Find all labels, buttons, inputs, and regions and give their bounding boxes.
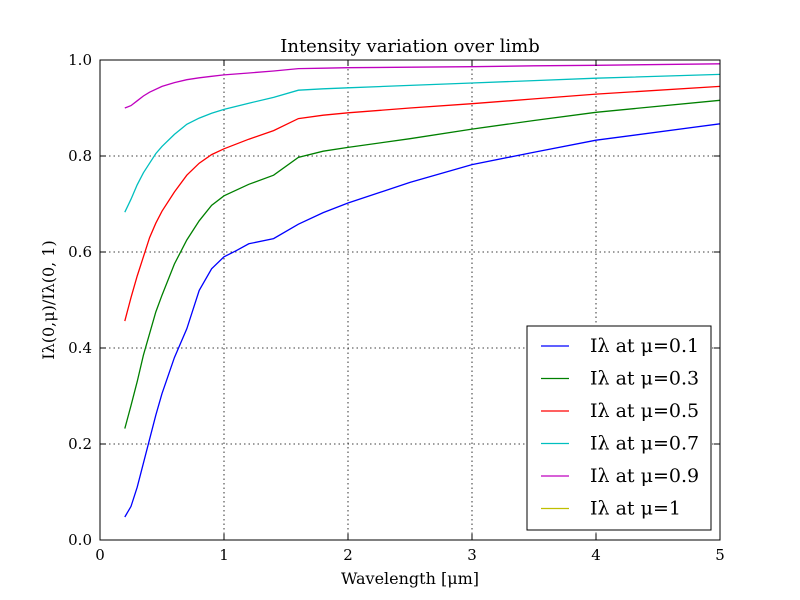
y-tick-label: 0.4	[68, 339, 92, 357]
x-tick-label: 3	[467, 546, 477, 564]
y-tick-label: 0.2	[68, 435, 92, 453]
legend-label-0: Iλ at μ=0.1	[590, 335, 699, 357]
legend-label-4: Iλ at μ=0.9	[590, 465, 699, 487]
legend-box	[526, 325, 712, 531]
x-axis-label: Wavelength [μm]	[341, 569, 479, 588]
x-tick-label: 4	[591, 546, 601, 564]
x-tick-label: 0	[95, 546, 105, 564]
y-tick-label: 0.6	[68, 243, 92, 261]
series-line-2	[124, 85, 721, 322]
x-tick-label: 1	[219, 546, 229, 564]
y-tick-label: 1.0	[68, 51, 92, 69]
y-tick-label: 0.8	[68, 147, 92, 165]
legend: Iλ at μ=0.1 Iλ at μ=0.3 Iλ at μ=0.5 Iλ at μ…	[526, 325, 712, 531]
x-tick-label: 5	[715, 546, 725, 564]
plot-frame	[99, 59, 721, 541]
y-tick-label: 0.0	[68, 531, 92, 549]
chart-title: Intensity variation over limb	[280, 36, 540, 57]
y-axis-label: Iλ(0,μ)/Iλ(0, 1)	[39, 240, 58, 359]
series-line-3	[124, 73, 721, 213]
legend-label-1: Iλ at μ=0.3	[590, 368, 699, 390]
axis-ticks: 0 1 2 3 4 5 0.0 0.2 0.4 0.6 0.8 1.0	[68, 51, 725, 564]
series-line-4	[124, 63, 721, 109]
series-line-1	[124, 99, 721, 429]
legend-label-3: Iλ at μ=0.7	[590, 433, 699, 455]
series-group	[124, 63, 721, 518]
legend-label-2: Iλ at μ=0.5	[590, 400, 699, 422]
legend-label-5: Iλ at μ=1	[590, 498, 681, 520]
series-line-0	[124, 123, 721, 518]
x-tick-label: 2	[343, 546, 353, 564]
